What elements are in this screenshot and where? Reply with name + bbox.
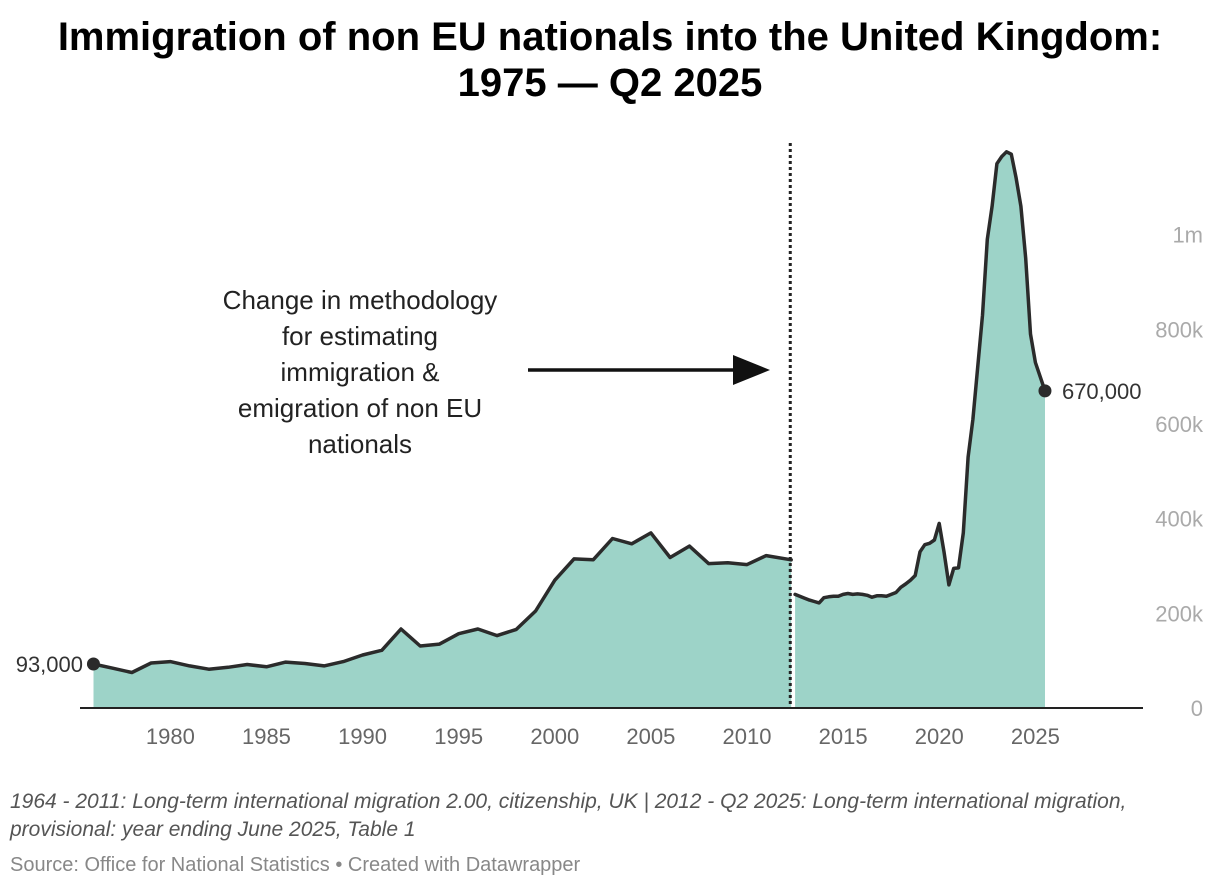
- chart-title-line-2: 1975 — Q2 2025: [457, 61, 763, 105]
- x-tick-label-7: 2015: [819, 724, 868, 749]
- end-point-marker: [1038, 384, 1052, 398]
- x-tick-label-6: 2010: [723, 724, 772, 749]
- y-tick-label-1: 200k: [1155, 601, 1204, 626]
- annotation-line-2: for estimating: [281, 321, 439, 351]
- y-tick-label-5: 1m: [1172, 223, 1203, 248]
- y-tick-label-3: 600k: [1155, 412, 1204, 437]
- annotation-line-5: nationals: [307, 429, 413, 459]
- chart-footnote: 1964 - 2011: Long-term international mig…: [10, 790, 1127, 841]
- annotation-arrow-head: [733, 355, 770, 385]
- series-area-1: [795, 151, 1045, 709]
- annotation-line-1: Change in methodology: [222, 285, 498, 315]
- x-tick-label-5: 2005: [626, 724, 675, 749]
- chart-source: Source: Office for National Statistics •…: [10, 854, 581, 876]
- series-line-0: [91, 531, 793, 675]
- x-tick-label-0: 1980: [146, 724, 195, 749]
- chart-title: Immigration of non EU nationals into the…: [0, 14, 1220, 106]
- methodology-annotation: Change in methodology for estimating imm…: [190, 282, 530, 462]
- chart-title-line-1: Immigration of non EU nationals into the…: [57, 15, 1163, 59]
- y-tick-label-2: 400k: [1155, 507, 1204, 532]
- annotation-line-4: emigration of non EU: [237, 393, 483, 423]
- x-tick-label-2: 1990: [338, 724, 387, 749]
- x-tick-label-8: 2020: [915, 724, 964, 749]
- x-tick-label-4: 2000: [530, 724, 579, 749]
- series-area-0: [93, 532, 792, 708]
- x-tick-label-3: 1995: [434, 724, 483, 749]
- series-line-1: [793, 150, 1047, 605]
- x-tick-label-9: 2025: [1011, 724, 1060, 749]
- y-tick-label-4: 800k: [1155, 317, 1204, 342]
- start-point-marker: [86, 657, 100, 671]
- end-value-label: 670,000: [1062, 379, 1142, 404]
- y-tick-label-0: 0: [1191, 696, 1203, 721]
- x-tick-label-1: 1985: [242, 724, 291, 749]
- start-value-label: 93,000: [16, 652, 83, 677]
- annotation-line-3: immigration &: [280, 357, 440, 387]
